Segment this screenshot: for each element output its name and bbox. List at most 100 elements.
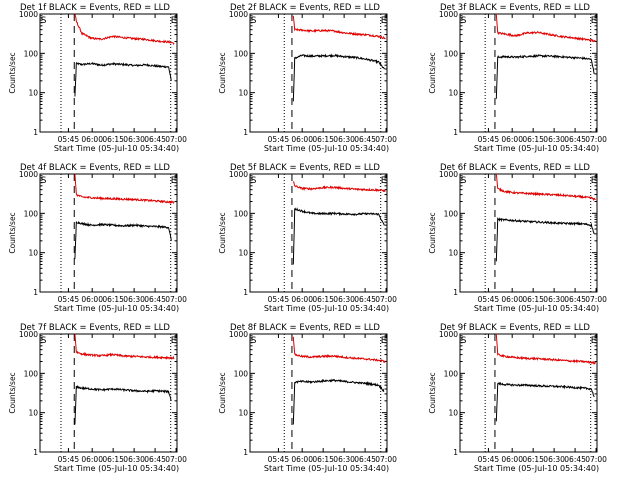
x-tick-label: 07:00 (585, 135, 607, 144)
x-tick-label: 06:45 (354, 295, 376, 304)
series-line-events (74, 61, 172, 97)
series-line-lld (292, 181, 386, 193)
marker-e: E (591, 336, 597, 346)
y-tick-label: 1000 (19, 330, 38, 339)
marker-s: S (41, 16, 47, 26)
y-tick-label: 1000 (19, 10, 38, 19)
y-axis-label: Counts/sec (428, 212, 437, 253)
x-tick-label: 06:00 (81, 135, 103, 144)
x-tick-label: 06:00 (501, 135, 523, 144)
x-axis-label: Start Time (05-Jul-10 05:34:40) (474, 464, 599, 473)
marker-e: E (171, 16, 177, 26)
y-tick-label: 100 (234, 209, 249, 218)
chart-panel-2: Det 2f BLACK = Events, RED = LLD 1 10 100 10… (218, 3, 397, 153)
x-axis-label: Start Time (05-Jul-10 05:34:40) (474, 304, 599, 313)
y-axis-label: Counts/sec (428, 372, 437, 413)
y-tick-label: 1 (243, 448, 248, 457)
series-line-lld (292, 336, 386, 364)
x-tick-label: 07:00 (585, 295, 607, 304)
x-tick-label: 06:15 (312, 135, 334, 144)
x-tick-label: 05:45 (268, 455, 290, 464)
series-line-events (495, 216, 595, 262)
series-line-lld (74, 13, 175, 46)
y-axis-label: Counts/sec (8, 52, 17, 93)
y-axis-label: Counts/sec (218, 212, 227, 253)
y-tick-label: 10 (238, 409, 248, 418)
x-tick-label: 06:00 (501, 295, 523, 304)
series-line-lld (495, 333, 597, 365)
x-tick-label: 06:45 (564, 295, 586, 304)
x-tick-label: 07:00 (375, 135, 397, 144)
y-axis-label: Counts/sec (218, 372, 227, 413)
x-tick-label: 06:00 (291, 295, 313, 304)
plot-frame (249, 333, 388, 453)
plot-frame (459, 173, 598, 293)
chart-title: Det 7f BLACK = Events, RED = LLD (20, 323, 170, 333)
y-tick-label: 10 (448, 409, 458, 418)
marker-s: S (461, 336, 467, 346)
x-tick-label: 05:45 (478, 455, 500, 464)
chart-title: Det 8f BLACK = Events, RED = LLD (230, 323, 380, 333)
series-line-events (74, 220, 172, 259)
y-tick-label: 1 (453, 288, 458, 297)
series-line-events (495, 53, 595, 99)
y-tick-label: 100 (24, 209, 39, 218)
series-line-events (74, 384, 172, 425)
y-axis-label: Counts/sec (8, 212, 17, 253)
x-tick-label: 06:30 (543, 295, 565, 304)
chart-title: Det 4f BLACK = Events, RED = LLD (20, 163, 170, 173)
x-tick-label: 07:00 (165, 135, 187, 144)
y-tick-label: 1 (243, 128, 248, 137)
plot-frame (459, 13, 598, 133)
x-axis-label: Start Time (05-Jul-10 05:34:40) (54, 464, 179, 473)
chart-panel-4: Det 4f BLACK = Events, RED = LLD 1 10 100 10… (8, 163, 187, 313)
plot-frame (459, 333, 598, 453)
x-tick-label: 05:45 (268, 295, 290, 304)
plot-frame (249, 173, 388, 293)
x-tick-label: 06:30 (333, 295, 355, 304)
y-tick-label: 1 (33, 128, 38, 137)
x-tick-label: 06:45 (144, 135, 166, 144)
x-tick-label: 06:45 (144, 455, 166, 464)
chart-title: Det 3f BLACK = Events, RED = LLD (440, 3, 590, 13)
x-axis-label: Start Time (05-Jul-10 05:34:40) (474, 144, 599, 153)
chart-panel-7: Det 7f BLACK = Events, RED = LLD 1 10 100 10… (8, 323, 187, 473)
y-tick-label: 1000 (229, 330, 248, 339)
chart-panel-5: Det 5f BLACK = Events, RED = LLD 1 10 100 10… (218, 163, 397, 313)
x-tick-label: 06:00 (291, 135, 313, 144)
x-tick-label: 07:00 (165, 455, 187, 464)
x-tick-label: 06:15 (102, 295, 124, 304)
chart-title: Det 1f BLACK = Events, RED = LLD (20, 3, 170, 13)
y-tick-label: 1000 (439, 10, 458, 19)
marker-e: E (381, 16, 387, 26)
y-axis-label: Counts/sec (428, 52, 437, 93)
x-tick-label: 05:45 (58, 455, 80, 464)
x-tick-label: 05:45 (268, 135, 290, 144)
chart-title: Det 2f BLACK = Events, RED = LLD (230, 3, 380, 13)
series-line-events (292, 378, 385, 425)
y-tick-label: 100 (444, 209, 459, 218)
y-tick-label: 10 (238, 89, 248, 98)
y-axis-label: Counts/sec (218, 52, 227, 93)
series-line-lld (74, 173, 175, 205)
marker-e: E (381, 176, 387, 186)
x-tick-label: 06:15 (102, 455, 124, 464)
x-tick-label: 05:45 (58, 135, 80, 144)
y-tick-label: 1000 (439, 170, 458, 179)
x-tick-label: 06:00 (501, 455, 523, 464)
y-tick-label: 1 (243, 288, 248, 297)
marker-e: E (171, 336, 177, 346)
x-tick-label: 05:45 (478, 295, 500, 304)
y-tick-label: 1000 (19, 170, 38, 179)
y-tick-label: 1000 (229, 10, 248, 19)
marker-s: S (251, 176, 257, 186)
y-tick-label: 1 (453, 448, 458, 457)
y-tick-label: 10 (448, 89, 458, 98)
x-tick-label: 06:30 (123, 295, 145, 304)
chart-panel-3: Det 3f BLACK = Events, RED = LLD 1 10 100 10… (428, 3, 607, 153)
y-tick-label: 1000 (439, 330, 458, 339)
y-tick-label: 1 (33, 288, 38, 297)
x-tick-label: 06:15 (102, 135, 124, 144)
marker-s: S (41, 176, 47, 186)
